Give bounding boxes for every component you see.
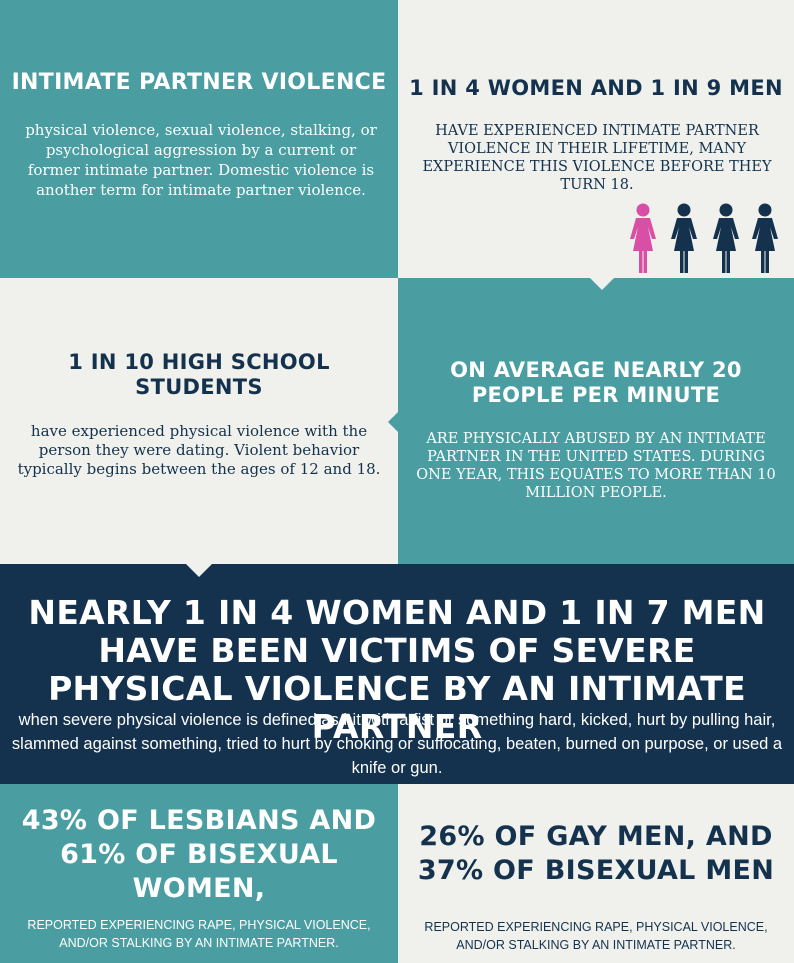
panel-lifetime-body: HAVE EXPERIENCED INTIMATE PARTNER VIOLEN… (422, 123, 772, 193)
panel-high-school-body: have experienced physical violence with … (17, 422, 381, 478)
woman-figure-icon (752, 203, 778, 273)
panel-definition-body: physical violence, sexual violence, stal… (25, 121, 377, 199)
banner-title: NEARLY 1 IN 4 WOMEN AND 1 IN 7 MEN HAVE … (28, 593, 766, 746)
pointer-arrow-down (590, 278, 614, 290)
woman-figure-icon (671, 203, 697, 273)
panel-women-title: 43% OF LESBIANS AND 61% OF BISEXUAL WOME… (21, 805, 377, 904)
panel-definition: INTIMATE PARTNER VIOLENCE physical viole… (0, 0, 398, 278)
panel-lifetime-title: 1 IN 4 WOMEN AND 1 IN 9 MEN (409, 76, 783, 100)
panel-per-minute-body: ARE PHYSICALLY ABUSED BY AN INTIMATE PAR… (416, 431, 776, 501)
panel-per-minute: ON AVERAGE NEARLY 20 PEOPLE PER MINUTE A… (398, 278, 794, 564)
woman-figure-icon (630, 203, 656, 273)
pointer-arrow-left (388, 412, 398, 432)
panel-high-school-title: 1 IN 10 HIGH SCHOOL STUDENTS (68, 350, 330, 399)
panel-lifetime-stats: 1 IN 4 WOMEN AND 1 IN 9 MEN HAVE EXPERIE… (398, 0, 794, 278)
banner-severe-violence: NEARLY 1 IN 4 WOMEN AND 1 IN 7 MEN HAVE … (0, 564, 794, 784)
panel-definition-title: INTIMATE PARTNER VIOLENCE (11, 70, 387, 95)
panel-men-body: REPORTED EXPERIENCING RAPE, PHYSICAL VIO… (424, 920, 768, 952)
woman-figure-icon (713, 203, 739, 273)
banner-body: when severe physical violence is defined… (11, 711, 783, 777)
pointer-arrow-down-2 (186, 564, 212, 577)
panel-per-minute-title: ON AVERAGE NEARLY 20 PEOPLE PER MINUTE (450, 358, 742, 407)
panel-gay-bisexual-men: 26% OF GAY MEN, AND 37% OF BISEXUAL MEN … (398, 784, 794, 963)
panel-women-body: REPORTED EXPERIENCING RAPE, PHYSICAL VIO… (27, 918, 371, 950)
panel-lesbian-bisexual-women: 43% OF LESBIANS AND 61% OF BISEXUAL WOME… (0, 784, 398, 963)
panel-high-school: 1 IN 10 HIGH SCHOOL STUDENTS have experi… (0, 278, 398, 564)
panel-men-title: 26% OF GAY MEN, AND 37% OF BISEXUAL MEN (417, 821, 775, 886)
